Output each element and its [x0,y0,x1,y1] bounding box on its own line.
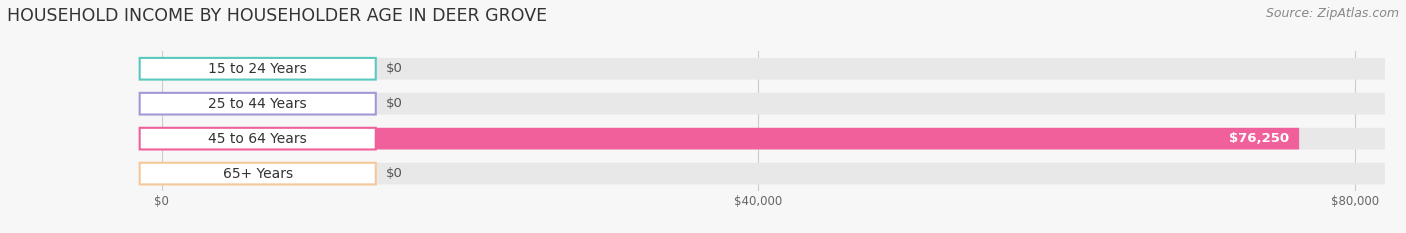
Text: HOUSEHOLD INCOME BY HOUSEHOLDER AGE IN DEER GROVE: HOUSEHOLD INCOME BY HOUSEHOLDER AGE IN D… [7,7,547,25]
FancyBboxPatch shape [139,58,375,80]
Text: 45 to 64 Years: 45 to 64 Years [208,132,307,146]
Text: 15 to 24 Years: 15 to 24 Years [208,62,307,76]
FancyBboxPatch shape [162,128,1299,150]
FancyBboxPatch shape [162,58,1385,80]
Text: Source: ZipAtlas.com: Source: ZipAtlas.com [1265,7,1399,20]
FancyBboxPatch shape [139,128,375,150]
FancyBboxPatch shape [139,163,375,185]
FancyBboxPatch shape [162,93,1385,115]
FancyBboxPatch shape [162,128,1385,150]
Text: $0: $0 [385,167,402,180]
Text: $0: $0 [385,62,402,75]
FancyBboxPatch shape [162,163,1385,185]
Text: 65+ Years: 65+ Years [222,167,292,181]
Text: $0: $0 [385,97,402,110]
FancyBboxPatch shape [139,93,375,115]
Text: $76,250: $76,250 [1229,132,1289,145]
Text: 25 to 44 Years: 25 to 44 Years [208,97,307,111]
